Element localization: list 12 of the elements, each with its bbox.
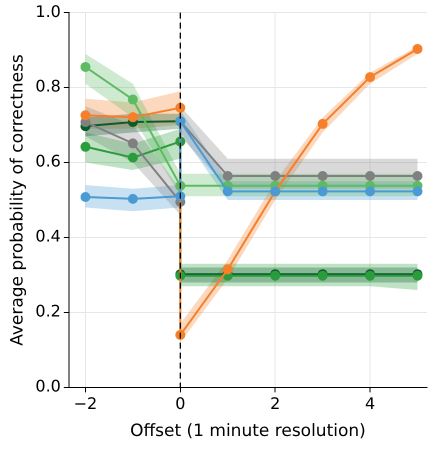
y-tick-label: 0.2 (35, 302, 61, 321)
x-tick-label: 4 (364, 394, 376, 414)
x-tick-label: 2 (270, 394, 280, 414)
y-tick-label: 0.4 (35, 226, 61, 246)
x-tick-label: −2 (74, 394, 98, 414)
x-tick-label: 0 (175, 394, 186, 414)
y-tick-label: 0.8 (35, 76, 61, 96)
x-axis-title: Offset (1 minute resolution) (130, 421, 366, 442)
y-tick-label: 0.0 (35, 376, 61, 396)
y-tick-label: 0.6 (35, 152, 61, 171)
y-tick-label: 1.0 (35, 2, 61, 21)
y-axis-title: Average probability of correctness (8, 54, 28, 346)
